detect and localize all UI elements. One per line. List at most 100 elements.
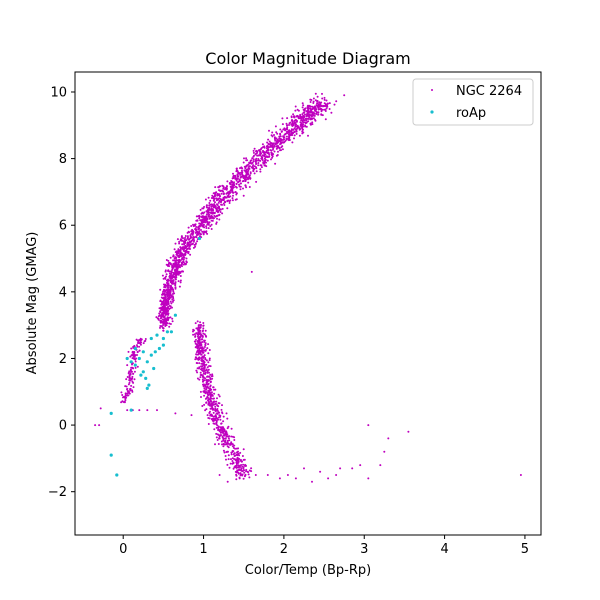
ngc-2264-point [306,113,309,116]
ngc-2264-point [221,428,224,431]
ngc-2264-point [223,192,225,195]
ngc-2264-point [182,261,185,264]
ngc-2264-point [304,117,307,120]
ngc-2264-point [248,175,251,178]
ngc-2264-point [217,425,220,428]
ngc-2264-point [177,249,180,252]
x-tick-label: 2 [280,542,288,557]
ngc-2264-point [218,395,221,398]
ngc-2264-point [200,216,203,218]
ngc-2264-point [132,345,135,348]
ngc-2264-point [305,121,308,124]
ngc-2264-point [245,171,248,174]
ngc-2264-point [203,379,206,382]
ngc-2264-point [197,344,200,347]
ngc-2264-point [266,474,269,476]
ngc-2264-point [273,150,276,153]
ngc-2264-point [200,368,203,371]
ngc-2264-point [165,259,168,261]
ngc-2264-point [273,136,276,139]
ngc-2264-point [185,251,187,254]
ngc-2264-point [273,145,276,148]
ngc-2264-point [198,362,201,365]
ngc-2264-point [230,451,233,454]
ngc-2264-point [288,124,290,126]
ngc-2264-point [227,191,229,194]
ngc-2264-point [167,259,170,262]
ngc-2264-point [214,201,216,204]
ngc-2264-point [200,365,203,368]
ngc-2264-point [298,117,301,120]
ngc-2264-point [314,109,317,112]
ngc-2264-point [197,324,200,327]
ngc-2264-point [242,458,245,461]
ngc-2264-point [219,418,222,421]
ngc-2264-point [220,422,223,425]
ngc-2264-point [128,381,131,384]
ngc-2264-point [213,428,216,431]
ngc-2264-point [194,335,197,338]
ngc-2264-point [270,158,272,161]
ngc-2264-point [183,256,186,259]
ngc-2264-point [169,305,172,308]
ngc-2264-point [216,412,219,415]
y-tick-label: 10 [50,85,67,100]
ngc-2264-point [183,240,185,243]
ngc-2264-point [305,119,308,122]
ngc-2264-point [135,357,138,360]
ngc-2264-point [217,418,220,421]
ngc-2264-point [196,320,199,323]
ngc-2264-point [213,214,216,217]
ngc-2264-point [296,108,299,111]
ngc-2264-point [168,316,171,319]
ngc-2264-point [171,317,174,320]
ngc-2264-point [300,117,303,120]
ngc-2264-point [224,200,226,203]
roap-point [133,363,137,367]
ngc-2264-point [138,349,141,352]
ngc-2264-point [209,404,212,407]
ngc-2264-point [253,147,256,150]
ngc-2264-point [168,308,171,310]
ngc-2264-point [164,276,167,279]
ngc-2264-point [184,235,187,237]
ngc-2264-point [163,307,166,310]
ngc-2264-point [173,262,176,265]
roap-point [115,473,119,477]
ngc-2264-point [235,198,238,201]
ngc-2264-point [209,377,212,379]
ngc-2264-point [304,113,306,116]
ngc-2264-point [208,365,211,367]
ngc-2264-point [178,265,181,268]
ngc-2264-point [259,168,262,171]
ngc-2264-point [173,259,176,262]
ngc-2264-point [134,360,137,363]
ngc-2264-point [191,238,194,241]
ngc-2264-point [243,165,246,168]
ngc-2264-point [282,141,285,144]
ngc-2264-point [222,445,225,448]
ngc-2264-point [219,428,222,431]
ngc-2264-point [239,458,242,461]
ngc-2264-point [269,146,271,148]
ngc-2264-point [205,227,208,229]
ngc-2264-point [169,263,172,266]
ngc-2264-point [198,217,201,220]
ngc-2264-point [264,159,266,162]
plot-points [94,92,522,483]
ngc-2264-point [249,159,252,162]
ngc-2264-point [218,474,221,476]
ngc-2264-point [165,291,168,294]
ngc-2264-point [236,458,239,461]
ngc-2264-point [242,448,245,451]
ngc-2264-point [252,158,255,161]
ngc-2264-point [207,368,210,371]
ngc-2264-point [203,230,205,233]
ngc-2264-point [225,196,228,199]
ngc-2264-point [210,228,213,230]
ngc-2264-point [311,108,314,111]
ngc-2264-point [206,370,209,373]
ngc-2264-point [164,304,166,307]
ngc-2264-point [296,125,299,128]
ngc-2264-point [164,295,167,298]
